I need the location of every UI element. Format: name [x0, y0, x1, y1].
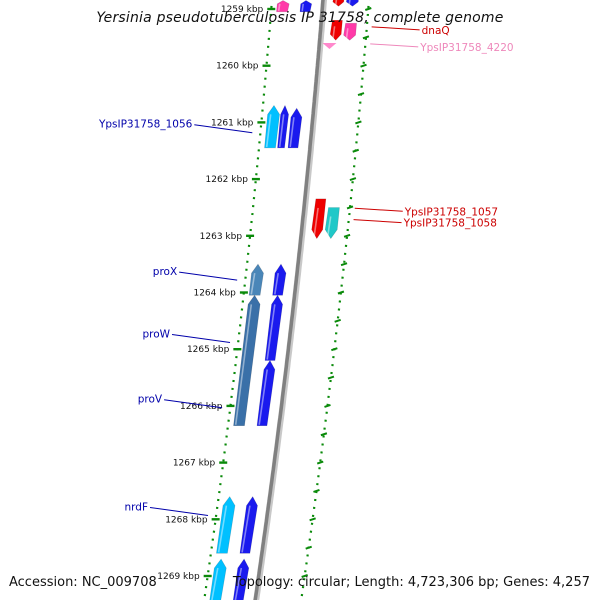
gene-arrow-shine	[258, 369, 268, 425]
gene-arrow	[276, 0, 290, 13]
gene-label-leader	[179, 271, 238, 281]
gene-arrow	[248, 263, 264, 296]
gene-arrow	[329, 19, 343, 41]
gene-label-leader	[149, 506, 209, 516]
scale-tick-label: 1268 kbp	[165, 515, 208, 525]
gene-arrow	[332, 0, 345, 7]
inner-tick	[352, 148, 360, 153]
inner-tick	[346, 205, 354, 210]
gene-arrow	[216, 496, 236, 554]
gene-arrow-shine	[326, 216, 332, 238]
gene-label: YpsIP31758_1056	[98, 119, 193, 131]
gene-arrow-shine	[274, 273, 279, 295]
inner-tick	[355, 120, 362, 125]
inner-dotted-ring	[300, 0, 371, 600]
inner-tick	[309, 517, 316, 522]
gene-arrow	[287, 107, 303, 149]
accession-text: Accession: NC_009708	[9, 575, 157, 590]
gene-label: YpsIP31758_4220	[419, 42, 513, 54]
gene-arrow-shine	[301, 3, 304, 11]
scale-tick-label: 1263 kbp	[200, 232, 243, 242]
inner-tick	[327, 375, 335, 380]
inner-tick	[337, 290, 345, 295]
gene-label-leader	[164, 399, 223, 409]
outer-dotted-ring	[203, 0, 274, 600]
gene-arrow-shine	[265, 114, 272, 148]
gene-arrow-shine	[345, 28, 349, 40]
scale-tick-label: 1265 kbp	[187, 345, 230, 355]
scale-tick-label: 1264 kbp	[193, 289, 236, 299]
gene-arrow-shine	[278, 114, 285, 148]
gene-arrow-shine	[266, 304, 276, 360]
gene-arrow	[345, 0, 359, 7]
gene-arrow	[272, 263, 287, 296]
inner-tick	[320, 432, 328, 437]
scale-tick-label: 1259 kbp	[221, 5, 264, 15]
gene-arrow	[209, 558, 227, 600]
gene-arrow	[256, 359, 276, 427]
inner-tick	[357, 92, 365, 96]
gene-arrow	[311, 198, 327, 240]
scale-tick-label: 1260 kbp	[216, 62, 259, 72]
inner-tick	[343, 233, 351, 238]
gene-arrow	[233, 294, 261, 427]
gene-arrow	[299, 0, 313, 13]
inner-tick	[340, 262, 348, 267]
inner-tick	[364, 7, 372, 11]
gene-label: nrdF	[125, 501, 149, 513]
gene-arrow-shine	[250, 273, 256, 295]
inner-tick	[305, 545, 313, 550]
gene-arrow-shine	[211, 567, 219, 600]
scale-tick-label: 1262 kbp	[206, 175, 249, 185]
gene-label: proX	[153, 266, 177, 278]
inner-tick	[362, 35, 370, 40]
genome-summary-text: Topology: circular; Length: 4,723,306 bp…	[232, 575, 590, 590]
gene-arrow-shine	[217, 505, 228, 553]
gene-arrow	[343, 22, 357, 41]
gene-arrow	[239, 496, 258, 554]
inner-tick	[313, 489, 320, 493]
gene-label-leader	[354, 207, 403, 212]
gene-arrow-shine	[348, 0, 351, 6]
gene-label: proW	[142, 329, 170, 341]
gene-label: YpsIP31758_1057	[404, 206, 498, 218]
scale-tick-label: 1261 kbp	[211, 118, 254, 128]
gene-arrow	[232, 558, 250, 600]
gene-label: dnaQ	[422, 25, 450, 37]
gene-arrow	[264, 104, 280, 149]
genome-backbone	[253, 0, 325, 600]
gene-arrow	[277, 104, 289, 149]
gene-arrow-shine	[334, 0, 338, 6]
scale-tick-label: 1267 kbp	[173, 459, 216, 469]
gene-label-leader	[171, 334, 231, 344]
scale-tick-label: 1269 kbp	[157, 572, 200, 582]
inner-tick	[301, 574, 308, 578]
scale-tick-label: 1266 kbp	[180, 402, 223, 412]
gene-arrow	[264, 294, 283, 361]
inner-tick	[316, 460, 324, 465]
gene-arrow	[324, 207, 340, 240]
gene-arrow-shine	[289, 117, 295, 148]
gene-arrow-shine	[332, 26, 336, 40]
inner-tick	[324, 403, 331, 408]
gene-label-leader	[353, 219, 402, 224]
genome-title: Yersinia pseudotuberculosis IP 31758, co…	[96, 10, 504, 26]
gene-marker	[322, 43, 337, 50]
inner-tick	[331, 347, 338, 352]
inner-tick	[334, 318, 341, 323]
gene-label-leader	[194, 124, 253, 134]
gene-arrow-shine	[241, 505, 251, 553]
inner-tick	[360, 63, 367, 68]
gene-label: proV	[138, 394, 163, 406]
gene-label-leader	[371, 26, 420, 31]
gene-label: YpsIP31758_1058	[403, 218, 497, 230]
gene-arrow-shine	[234, 567, 243, 600]
inner-tick	[349, 177, 357, 182]
gene-arrow-shine	[234, 304, 253, 425]
gene-label-leader	[370, 43, 419, 48]
gene-arrow-shine	[277, 3, 281, 11]
gene-arrow-shine	[313, 207, 319, 238]
